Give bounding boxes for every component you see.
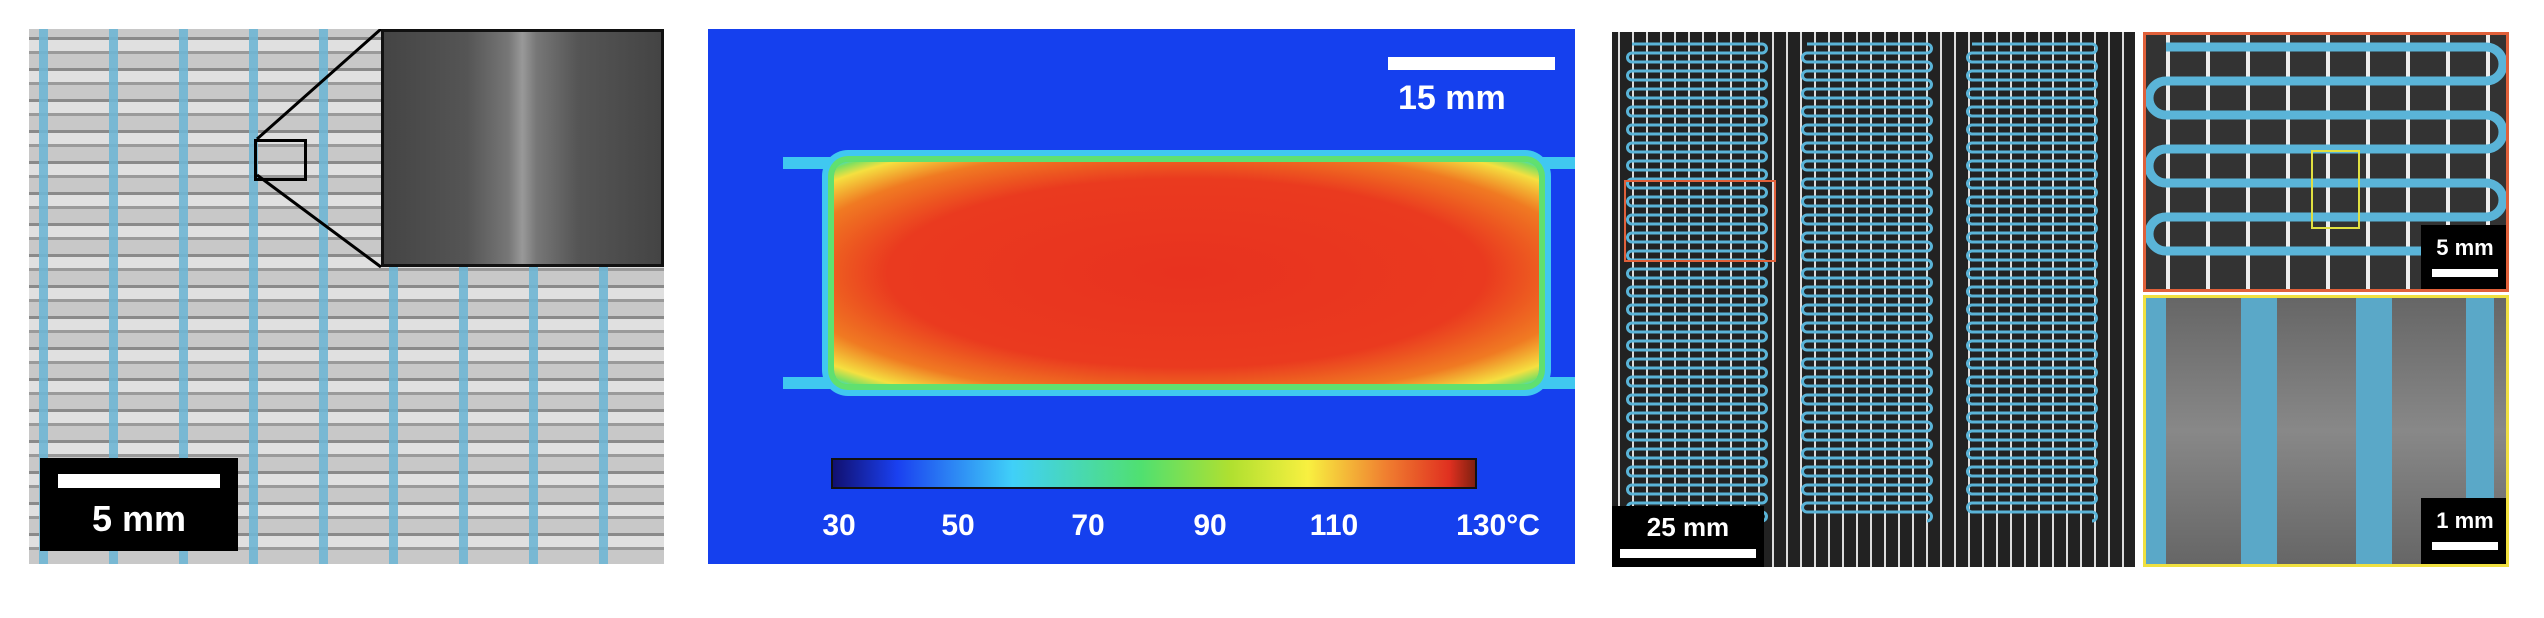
serpentine-heaters-panel: 25 mm: [1612, 32, 2135, 567]
fabric-micrograph-panel: 5 mm: [29, 29, 664, 564]
scale-bar-label: 15 mm: [1398, 79, 1506, 117]
fiber: [319, 29, 328, 564]
colorbar: [831, 458, 1477, 489]
colorbar-tick: 90: [1193, 509, 1227, 542]
colorbar-tick: 110: [1309, 509, 1359, 542]
colorbar-tick: 50: [941, 509, 975, 542]
colorbar-tick: 130°C: [1456, 509, 1540, 542]
scale-bar: 5 mm: [2421, 225, 2506, 289]
scale-bar-label: 5 mm: [2436, 235, 2494, 260]
scale-bar: 25 mm: [1612, 506, 1764, 567]
serpentine-trace: [2146, 42, 2506, 289]
scale-bar: 1 mm: [2421, 498, 2506, 564]
inset-micrograph: [381, 29, 664, 267]
scale-bar-label: 5 mm: [91, 498, 187, 539]
serpentine-path: [1966, 42, 2098, 523]
zoom-region-box: [254, 139, 307, 181]
thermal-map-panel: 15 mm 30 50 70 90 110 130°C: [708, 29, 1575, 564]
serpentine-zoom-panel: 5 mm: [2143, 32, 2509, 292]
serpentine-path: [1801, 42, 1933, 523]
fiber: [389, 29, 398, 564]
fiber: [249, 29, 258, 564]
scale-bar: [1388, 57, 1555, 70]
serpentine-path: [2146, 42, 2506, 289]
fiber: [179, 29, 188, 564]
colorbar-tick: 70: [1071, 509, 1105, 542]
colorbar-tick: 30: [822, 509, 856, 542]
fiber: [2356, 298, 2392, 564]
scale-bar-label: 25 mm: [1646, 512, 1730, 542]
scale-bar-label: 1 mm: [2436, 508, 2494, 533]
heated-region: [834, 162, 1539, 384]
fiber: [529, 29, 538, 564]
serpentine-path: [1626, 42, 1768, 523]
serpentine-traces: [1626, 42, 2098, 523]
fiber: [459, 29, 468, 564]
fiber: [109, 29, 118, 564]
scale-bar: 5 mm: [40, 458, 238, 551]
fiber: [599, 29, 608, 564]
zoom-connector-lines: [256, 29, 382, 269]
fiber: [2146, 298, 2166, 564]
zoom-region-box: [1624, 180, 1776, 262]
fiber: [2241, 298, 2277, 564]
sem-zoom-panel: 1 mm: [2143, 295, 2509, 567]
fiber: [39, 29, 48, 564]
zoom-region-box: [2311, 150, 2360, 229]
